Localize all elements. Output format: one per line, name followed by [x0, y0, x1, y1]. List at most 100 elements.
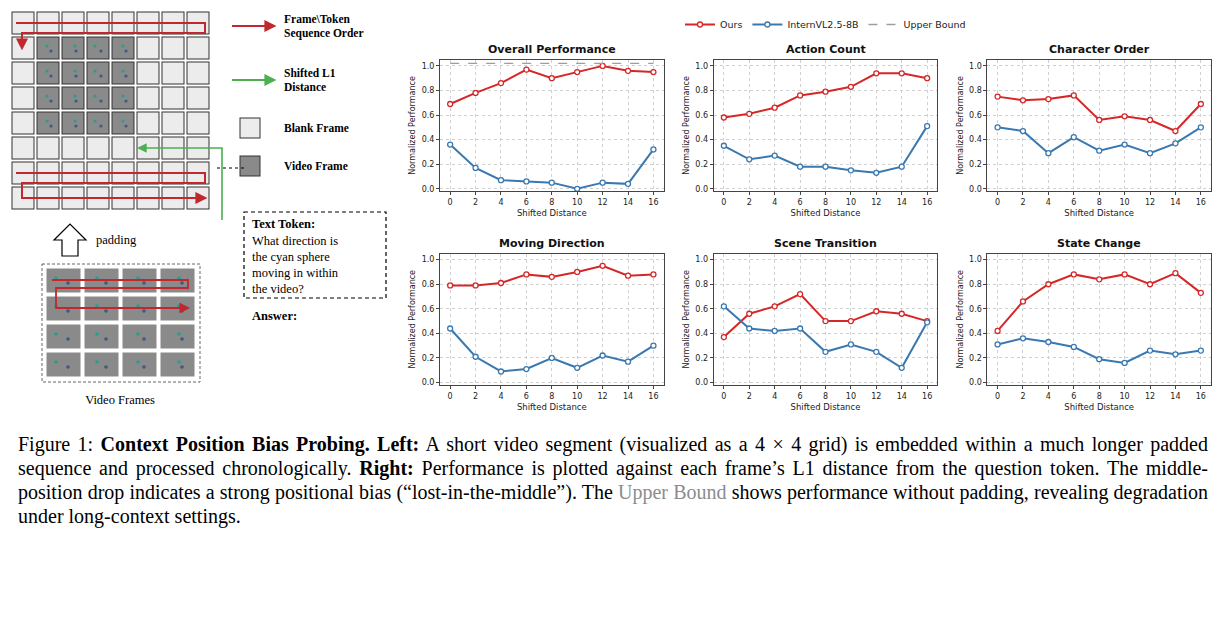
svg-text:Normalized Performance: Normalized Performance [682, 76, 691, 175]
svg-text:Normalized Performance: Normalized Performance [408, 76, 417, 175]
svg-text:10: 10 [572, 198, 582, 207]
svg-text:14: 14 [623, 198, 633, 207]
svg-text:16: 16 [648, 198, 658, 207]
svg-text:0.0: 0.0 [422, 378, 435, 387]
svg-text:Blank Frame: Blank Frame [284, 122, 349, 134]
svg-text:Scene Transition: Scene Transition [774, 237, 877, 250]
svg-text:2: 2 [473, 392, 478, 401]
svg-text:0.4: 0.4 [969, 329, 982, 338]
svg-text:the video?: the video? [252, 282, 304, 296]
svg-text:12: 12 [598, 198, 608, 207]
svg-text:0.8: 0.8 [969, 280, 982, 289]
svg-text:1.0: 1.0 [422, 255, 435, 264]
svg-text:Ours: Ours [720, 19, 742, 30]
svg-text:8: 8 [823, 392, 828, 401]
svg-text:0.8: 0.8 [422, 86, 435, 95]
svg-text:14: 14 [897, 198, 907, 207]
svg-text:16: 16 [922, 198, 932, 207]
svg-text:4: 4 [772, 198, 777, 207]
svg-text:6: 6 [524, 392, 529, 401]
svg-text:0.6: 0.6 [422, 305, 435, 314]
svg-text:0.8: 0.8 [695, 280, 708, 289]
svg-text:8: 8 [1097, 198, 1102, 207]
svg-text:Shifted Distance: Shifted Distance [517, 208, 587, 218]
svg-text:2: 2 [747, 198, 752, 207]
svg-text:0.6: 0.6 [695, 305, 708, 314]
svg-text:Normalized Performance: Normalized Performance [956, 76, 965, 175]
svg-text:4: 4 [772, 392, 777, 401]
svg-text:Normalized Performance: Normalized Performance [956, 270, 965, 369]
svg-text:0.4: 0.4 [422, 135, 435, 144]
svg-text:10: 10 [1120, 198, 1130, 207]
svg-text:Shifted L1: Shifted L1 [284, 67, 336, 79]
svg-text:0.0: 0.0 [969, 185, 982, 194]
svg-text:Text Token:: Text Token: [252, 217, 315, 231]
svg-text:State Change: State Change [1057, 237, 1141, 250]
svg-text:14: 14 [1170, 198, 1180, 207]
svg-text:12: 12 [1145, 198, 1155, 207]
svg-text:0.6: 0.6 [969, 111, 982, 120]
svg-text:16: 16 [1196, 198, 1206, 207]
svg-text:0.8: 0.8 [422, 280, 435, 289]
svg-text:Shifted Distance: Shifted Distance [791, 208, 861, 218]
svg-text:1.0: 1.0 [695, 255, 708, 264]
svg-text:1.0: 1.0 [969, 255, 982, 264]
svg-text:0.0: 0.0 [695, 378, 708, 387]
svg-text:Shifted Distance: Shifted Distance [1064, 402, 1134, 412]
svg-text:Moving Direction: Moving Direction [499, 237, 605, 250]
svg-text:0.0: 0.0 [969, 378, 982, 387]
svg-text:Character Order: Character Order [1049, 43, 1150, 56]
svg-text:0.2: 0.2 [969, 354, 982, 363]
svg-text:1.0: 1.0 [422, 62, 435, 71]
svg-text:Distance: Distance [284, 81, 326, 93]
svg-text:Action Count: Action Count [786, 43, 866, 56]
svg-text:0.2: 0.2 [969, 160, 982, 169]
svg-text:16: 16 [922, 392, 932, 401]
svg-text:8: 8 [823, 198, 828, 207]
svg-text:1.0: 1.0 [969, 62, 982, 71]
svg-text:4: 4 [1046, 198, 1051, 207]
svg-text:0.0: 0.0 [422, 185, 435, 194]
svg-text:0.4: 0.4 [695, 135, 708, 144]
svg-text:0.4: 0.4 [695, 329, 708, 338]
svg-text:0.4: 0.4 [969, 135, 982, 144]
svg-text:0.6: 0.6 [422, 111, 435, 120]
svg-text:1.0: 1.0 [695, 62, 708, 71]
svg-text:6: 6 [798, 198, 803, 207]
svg-text:Frame\Token: Frame\Token [284, 13, 351, 25]
svg-text:10: 10 [846, 198, 856, 207]
svg-text:0.2: 0.2 [422, 354, 435, 363]
svg-text:Overall Performance: Overall Performance [488, 43, 616, 56]
svg-text:4: 4 [498, 392, 503, 401]
svg-text:0: 0 [721, 392, 726, 401]
svg-text:6: 6 [798, 392, 803, 401]
svg-text:0.2: 0.2 [695, 354, 708, 363]
svg-text:16: 16 [648, 392, 658, 401]
svg-text:the cyan sphere: the cyan sphere [252, 250, 330, 264]
svg-text:Normalized Performance: Normalized Performance [682, 270, 691, 369]
svg-text:10: 10 [572, 392, 582, 401]
svg-text:Video Frame: Video Frame [284, 160, 348, 172]
svg-text:What direction is: What direction is [252, 234, 338, 248]
svg-text:14: 14 [623, 392, 633, 401]
svg-text:0: 0 [448, 392, 453, 401]
svg-text:12: 12 [598, 392, 608, 401]
svg-text:12: 12 [1145, 392, 1155, 401]
svg-text:8: 8 [549, 392, 554, 401]
svg-text:InternVL2.5-8B: InternVL2.5-8B [787, 19, 858, 30]
svg-text:2: 2 [747, 392, 752, 401]
svg-text:10: 10 [1120, 392, 1130, 401]
svg-text:Shifted Distance: Shifted Distance [517, 402, 587, 412]
svg-text:12: 12 [871, 392, 881, 401]
svg-text:Shifted Distance: Shifted Distance [1064, 208, 1134, 218]
svg-text:0.2: 0.2 [695, 160, 708, 169]
svg-text:0.4: 0.4 [422, 329, 435, 338]
svg-text:4: 4 [498, 198, 503, 207]
svg-text:6: 6 [1071, 198, 1076, 207]
svg-text:0.6: 0.6 [969, 305, 982, 314]
svg-text:14: 14 [1170, 392, 1180, 401]
svg-text:Sequence Order: Sequence Order [284, 27, 364, 40]
svg-text:padding: padding [96, 233, 137, 247]
svg-text:16: 16 [1196, 392, 1206, 401]
svg-text:6: 6 [524, 198, 529, 207]
